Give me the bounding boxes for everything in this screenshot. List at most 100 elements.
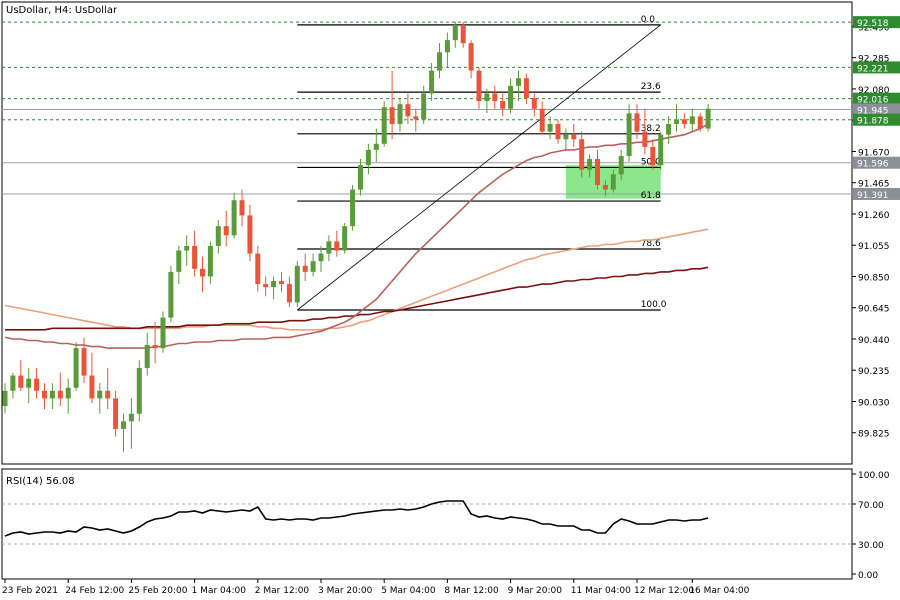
candle-body [26,378,32,388]
rsi-panel: 100.00 70.00 30.00 0.00 RSI(14) 56.08 [1,468,890,581]
candle-body [97,390,103,399]
fib-level-label: 0.0 [641,15,656,25]
fib-level-label: 38.2 [641,124,661,134]
candle-body [397,104,403,124]
time-tick-label: 9 Mar 20:00 [508,586,563,596]
price-tick-label: 91.260 [858,211,890,221]
candle-body [200,268,205,277]
price-tick-label: 89.825 [858,430,890,440]
candle-body [318,253,324,262]
candle-body [192,245,198,269]
price-level-tag [853,156,900,169]
candle-body [705,108,711,129]
candle-body [57,390,63,399]
time-tick-label: 16 Mar 04:00 [689,586,749,596]
candle-body [113,398,119,429]
candle-body [523,78,529,99]
candle-body [286,284,292,303]
candle-body [405,104,411,117]
candle-body [539,108,545,132]
time-tick-label: 8 Mar 12:00 [444,586,499,596]
time-tick-label: 12 Mar 12:00 [634,586,694,596]
candle-body [571,134,577,140]
candle-body [531,98,537,109]
price-tick-label: 91.670 [858,148,890,158]
price-tick-label: 90.850 [858,273,890,283]
candle-body [350,189,356,227]
rsi-panel-border [1,468,853,580]
candle-body [89,375,95,399]
moving-averages-layer [4,123,709,349]
candle-body [34,378,40,391]
candle-body [626,113,632,156]
candle-body [358,165,363,190]
candle-body [468,43,474,71]
time-tick-label: 5 Mar 04:00 [381,586,436,596]
price-tick-label: 91.465 [858,180,890,190]
candle-body [444,40,450,53]
fib-trendline [297,24,661,311]
candle-body [231,200,237,236]
candle-body [65,387,71,399]
time-tick-label: 25 Feb 20:00 [128,586,187,596]
candle-body [294,265,300,303]
candle-body [681,119,687,124]
price-panel-border [1,1,853,465]
fib-level-label: 100.0 [641,300,667,310]
candle-body [460,24,466,44]
candle-body [650,146,656,166]
candle-body [136,367,142,414]
candle-body [160,317,166,349]
price-level-tag-text: 92.518 [857,19,889,29]
candle-body [168,271,174,318]
candle-body [10,375,16,391]
price-level-tag [853,187,900,200]
candle-body [476,70,482,102]
moving-average-line [4,123,709,349]
candle-body [634,113,640,132]
price-level-tag-text: 92.221 [857,64,889,74]
candle-body [2,390,8,407]
candle-body [555,123,561,140]
price-level-tag-text: 92.016 [857,96,889,106]
candle-body [176,250,182,272]
rsi-line [4,500,709,537]
candle-body [602,184,608,190]
rsi-tick-label: 70.00 [858,501,884,511]
price-tick-label: 91.055 [858,242,890,252]
candle-body [373,143,379,150]
candle-body [81,348,87,376]
candle-body [595,159,600,185]
fib-level-label: 78.6 [641,239,661,249]
candle-body [326,241,332,254]
time-tick-label: 11 Mar 04:00 [571,586,631,596]
price-tick-label: 92.080 [858,86,890,96]
price-level-tag [853,113,900,126]
price-level-tag [853,92,900,105]
rsi-title: RSI(14) 56.08 [6,476,75,487]
candle-body [508,85,514,109]
price-level-tag-text: 91.596 [857,160,889,170]
candle-body [492,93,498,102]
candle-body [121,421,126,429]
candle-body [674,119,679,124]
time-tick-label: 24 Feb 12:00 [65,586,124,596]
candle-body [342,226,348,251]
rsi-tick-label: 0.00 [858,571,878,581]
candle-body [697,116,703,129]
candle-body [666,123,672,135]
candle-body [18,375,24,388]
candle-body [421,93,427,120]
chart-title: UsDollar, H4: UsDollar [6,5,118,16]
candle-body [239,200,245,216]
candle-body [302,265,308,272]
candle-body [215,226,221,246]
moving-average-line [4,228,709,331]
time-tick-label: 3 Mar 20:00 [318,586,373,596]
price-level-tag-text: 91.945 [857,106,889,116]
candle-body [689,116,695,124]
candle-body [587,159,593,170]
candle-body [516,78,521,86]
candle-body [452,24,458,41]
